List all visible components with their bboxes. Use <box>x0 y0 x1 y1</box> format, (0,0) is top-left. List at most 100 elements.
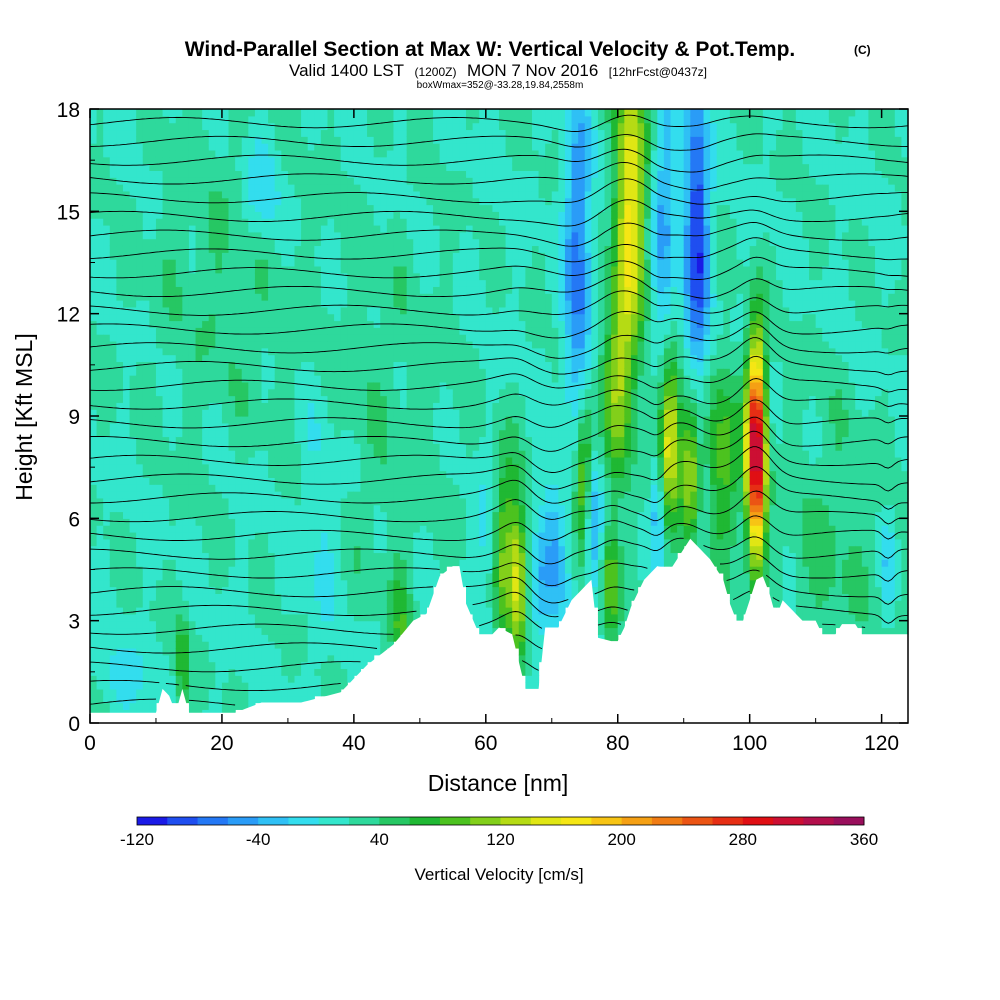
w-cell <box>287 647 296 656</box>
w-cell <box>466 122 474 131</box>
w-cell <box>261 634 269 642</box>
w-cell <box>122 702 131 710</box>
w-cell <box>122 368 131 376</box>
w-cell <box>96 143 104 151</box>
w-cell <box>340 586 348 594</box>
w-cell <box>155 361 164 369</box>
w-cell <box>380 252 388 260</box>
w-cell <box>248 559 256 567</box>
w-cell <box>314 402 322 410</box>
w-cell <box>287 245 296 253</box>
w-cell <box>367 647 375 656</box>
w-cell <box>182 347 190 356</box>
w-cell <box>268 409 276 417</box>
w-cell <box>268 450 276 458</box>
w-cell <box>419 593 428 601</box>
w-cell <box>294 361 302 369</box>
w-cell <box>314 491 322 499</box>
w-cell <box>413 300 421 308</box>
w-cell <box>149 184 157 192</box>
w-cell <box>129 402 137 410</box>
w-cell <box>116 156 124 165</box>
w-cell <box>347 204 355 212</box>
w-cell <box>142 211 150 219</box>
w-cell <box>248 129 256 137</box>
w-cell <box>367 197 375 206</box>
w-cell <box>129 627 137 635</box>
w-cell <box>248 531 256 540</box>
w-cell <box>274 497 282 506</box>
w-cell <box>459 409 467 417</box>
w-cell <box>353 149 362 158</box>
w-cell <box>228 218 236 226</box>
w-cell <box>281 504 289 513</box>
w-cell <box>334 525 342 533</box>
w-cell <box>340 647 348 656</box>
w-cell <box>386 361 395 369</box>
w-cell <box>380 422 388 431</box>
w-cell <box>109 231 117 240</box>
w-cell <box>347 197 355 206</box>
w-cell <box>248 211 256 219</box>
w-cell <box>307 477 315 485</box>
w-cell <box>334 286 342 294</box>
w-cell <box>400 566 408 574</box>
w-cell <box>301 511 309 519</box>
w-cell <box>208 641 216 649</box>
w-cell <box>334 143 342 151</box>
w-cell <box>393 272 401 281</box>
w-cell <box>452 545 461 554</box>
w-cell <box>96 661 104 670</box>
w-cell <box>294 477 302 485</box>
w-cell <box>459 368 467 376</box>
w-cell <box>301 695 309 704</box>
w-cell <box>274 579 282 588</box>
w-cell <box>446 177 454 185</box>
w-cell <box>149 177 157 185</box>
w-cell <box>452 402 461 410</box>
w-cell <box>314 375 322 383</box>
w-cell <box>334 470 342 478</box>
w-cell <box>340 559 348 567</box>
w-cell <box>413 388 421 397</box>
w-cell <box>367 361 375 369</box>
w-cell <box>479 504 487 513</box>
w-cell <box>274 559 282 567</box>
w-cell <box>294 156 302 165</box>
w-cell <box>320 340 329 349</box>
w-cell <box>281 682 289 690</box>
w-cell <box>142 409 150 417</box>
w-cell <box>287 238 296 247</box>
w-cell <box>261 327 269 335</box>
w-cell <box>109 504 117 513</box>
w-cell <box>459 156 467 165</box>
w-cell <box>149 354 157 363</box>
w-cell <box>116 313 124 322</box>
w-cell <box>281 463 289 472</box>
w-cell <box>274 402 282 410</box>
w-cell <box>268 184 276 192</box>
w-cell <box>446 300 454 308</box>
w-cell <box>426 204 434 212</box>
w-cell <box>122 463 131 472</box>
w-cell <box>274 156 282 165</box>
w-cell <box>353 375 362 383</box>
w-cell <box>380 559 388 567</box>
w-cell <box>241 668 249 676</box>
w-cell <box>459 334 467 342</box>
w-cell <box>169 579 177 588</box>
w-cell <box>367 572 375 581</box>
w-cell <box>248 170 256 178</box>
w-cell <box>301 661 309 670</box>
w-cell <box>109 538 117 547</box>
w-cell <box>122 525 131 533</box>
w-cell <box>155 136 164 144</box>
w-cell <box>103 245 111 253</box>
w-cell <box>294 463 302 472</box>
w-cell <box>459 177 467 185</box>
w-cell <box>413 470 421 478</box>
w-cell <box>202 354 210 363</box>
w-cell <box>367 293 375 301</box>
w-cell <box>287 572 296 581</box>
w-cell <box>149 300 157 308</box>
